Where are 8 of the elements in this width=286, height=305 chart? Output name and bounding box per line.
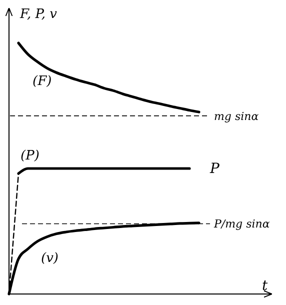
series-label: (P) (20, 148, 40, 164)
y-axis-title: F, P, v (19, 7, 58, 22)
annotation: P (209, 161, 220, 177)
series-label: (F) (32, 74, 52, 89)
ref-line-label: P/mg sinα (213, 218, 270, 231)
x-axis-title: t (262, 278, 268, 294)
series-label: (v) (41, 251, 58, 266)
ref-line-label: mg sinα (214, 110, 260, 123)
